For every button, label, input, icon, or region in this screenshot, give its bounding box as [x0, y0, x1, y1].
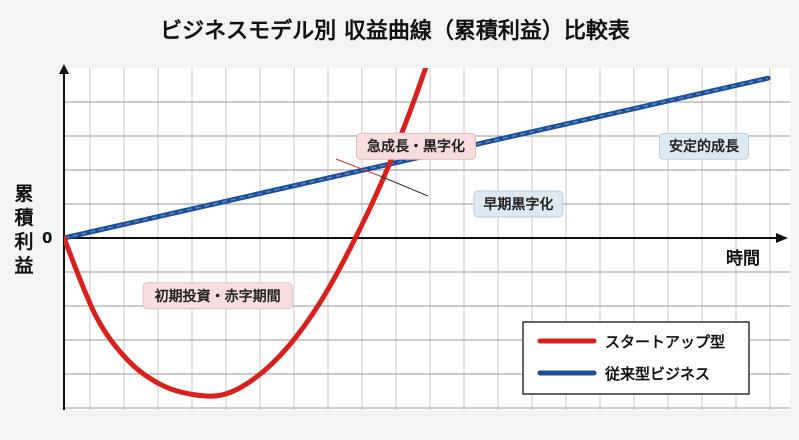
legend-label: スタートアップ型 — [605, 333, 725, 351]
series-line-startup — [64, 68, 429, 399]
y-axis-label-char: 利 — [14, 231, 33, 253]
annotation-box — [356, 132, 476, 160]
annotation-box — [142, 282, 293, 310]
y-tick-label: 0 — [42, 229, 52, 247]
annotation-label: 急成長・黒字化 — [367, 138, 465, 155]
y-axis-label-char: 益 — [14, 254, 33, 277]
y-axis-label-char: 積 — [14, 206, 33, 229]
annotation-label: 安定的成長 — [669, 138, 740, 155]
x-axis-label: 時間 — [726, 248, 760, 269]
y-axis-arrow-icon — [59, 64, 69, 74]
legend-label: 従来型ビジネス — [604, 365, 710, 383]
annotation-connector — [379, 175, 429, 197]
x-axis-arrow-icon — [776, 233, 788, 243]
chart-title: ビジネスモデル別 収益曲線（累積利益）比較表 — [160, 18, 631, 44]
y-axis-label-char: 累 — [14, 183, 33, 205]
annotation-label: 早期黒字化 — [483, 196, 553, 213]
legend-box — [522, 321, 750, 395]
titles: ビジネスモデル別 収益曲線（累積利益）比較表 — [160, 18, 631, 44]
annotation-box — [659, 132, 749, 160]
annotation-box — [473, 190, 564, 218]
annotation-label: 初期投資・赤字期間 — [155, 288, 281, 305]
annotation-connector — [335, 158, 381, 177]
